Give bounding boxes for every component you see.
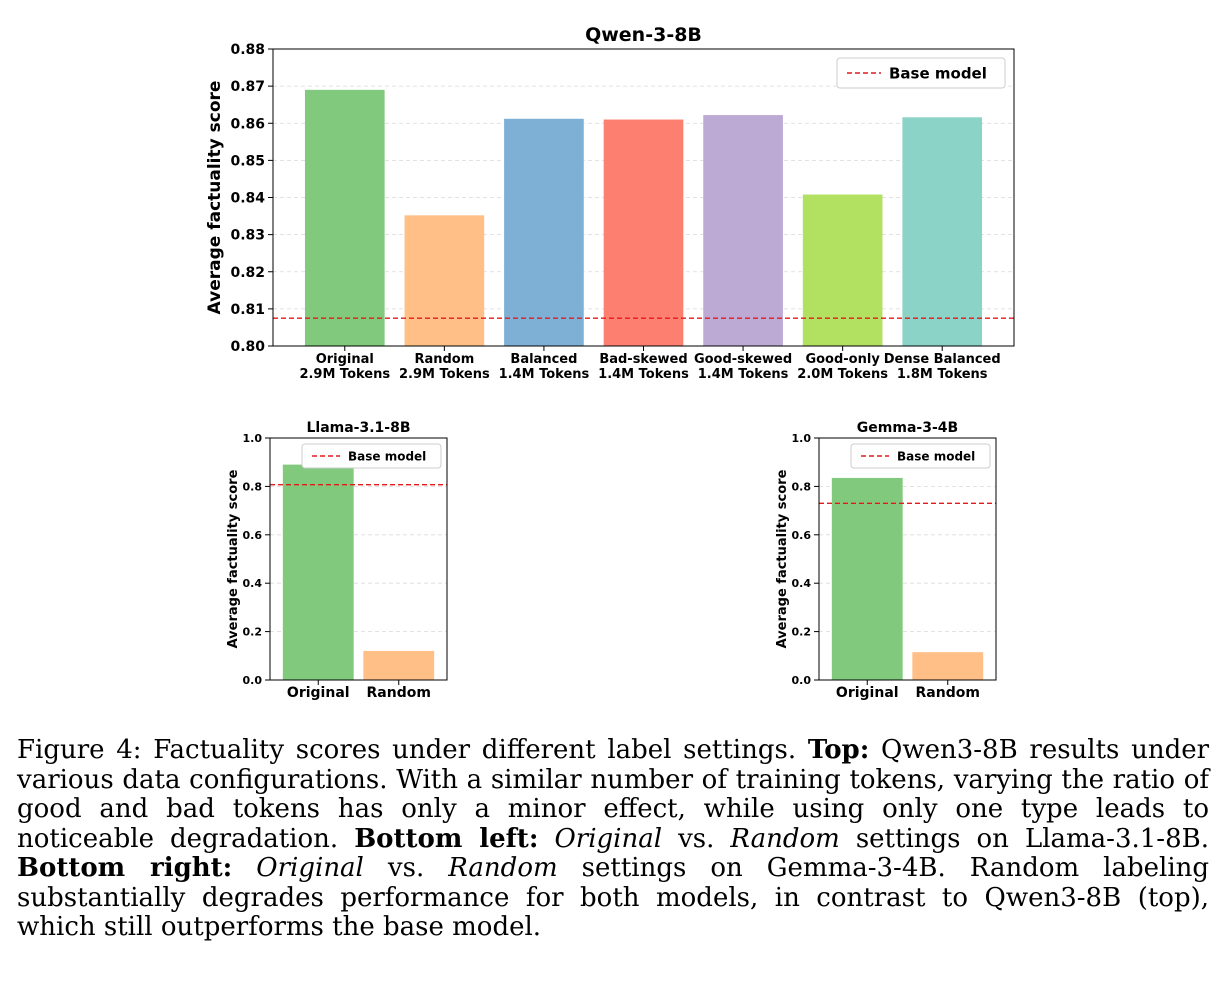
y-axis-label: Average factuality score <box>226 469 241 648</box>
x-tick-label: 1.8M Tokens <box>897 367 988 382</box>
x-tick-label: Dense Balanced <box>884 352 1001 367</box>
y-tick-label: 0.81 <box>230 302 265 318</box>
chart-title: Llama-3.1-8B <box>306 420 410 436</box>
y-tick-label: 0.8 <box>243 480 263 493</box>
x-tick-label: 1.4M Tokens <box>499 367 590 382</box>
caption-vs: vs. <box>678 823 715 854</box>
x-tick-label: Bad-skewed <box>599 352 687 367</box>
legend-label: Base model <box>897 449 975 463</box>
bar <box>802 194 883 346</box>
y-tick-label: 0.4 <box>243 577 263 590</box>
x-tick-label: Balanced <box>510 352 577 367</box>
bar <box>912 652 984 680</box>
bar <box>404 215 485 346</box>
caption-top-label: Top: <box>807 735 870 765</box>
y-tick-label: 0.4 <box>792 577 812 590</box>
x-tick-label: Original <box>316 352 374 367</box>
axes-frame <box>272 48 1015 347</box>
y-tick-label: 1.0 <box>792 432 812 445</box>
y-tick-label: 0.8 <box>792 480 812 493</box>
x-tick-label: 1.4M Tokens <box>598 367 689 382</box>
x-tick-label: Random <box>367 685 431 701</box>
caption-bottom-right-text: settings on Gemma-3-4B. Random labeling … <box>17 853 1210 942</box>
caption-bottom-right-label: Bottom right: <box>17 853 233 883</box>
caption-figure-label: Figure 4: <box>17 735 142 765</box>
caption-bottom-left-text: settings on Llama-3.1-8B. <box>855 823 1210 854</box>
axes-frame <box>269 437 448 681</box>
x-tick-label: 2.9M Tokens <box>399 367 490 382</box>
y-tick-label: 0.82 <box>230 265 265 281</box>
y-tick-label: 0.84 <box>230 191 265 207</box>
y-tick-label: 0.88 <box>230 42 265 58</box>
figure-charts: 0.80 0.81 0.82 0.83 0.84 0.85 0.86 0.87 0.88 Orig… <box>205 24 1015 701</box>
caption-random-word: Random <box>448 853 558 883</box>
legend: Base model <box>850 443 991 469</box>
x-tick-label: Good-only <box>805 352 880 367</box>
y-tick-label: 0.0 <box>792 674 812 687</box>
bar <box>902 117 983 346</box>
x-tick-label: 2.0M Tokens <box>797 367 888 382</box>
caption-top-text: Qwen3-8B results under various data conf… <box>17 735 1210 854</box>
caption-vs: vs. <box>387 853 425 883</box>
x-tick-label: Random <box>414 352 474 367</box>
y-axis-label: Average factuality score <box>775 469 790 648</box>
bar <box>603 119 684 346</box>
caption-original-word: Original <box>554 823 663 854</box>
figure-caption: Figure 4: Factuality scores under differ… <box>17 735 1210 943</box>
x-tick-label: 1.4M Tokens <box>698 367 789 382</box>
y-tick-label: 0.2 <box>792 626 812 639</box>
chart-title: Qwen-3-8B <box>585 24 702 46</box>
x-tick-label: Original <box>836 685 899 701</box>
y-tick-label: 0.83 <box>230 228 265 244</box>
y-tick-label: 0.87 <box>230 79 265 95</box>
legend-box <box>850 443 991 469</box>
axes-frame <box>818 437 997 681</box>
chart-qwen-3-8b: 0.80 0.81 0.82 0.83 0.84 0.85 0.86 0.87 0.88 Orig… <box>205 24 1015 382</box>
chart-llama-3-1-8b: 0.0 0.2 0.4 0.6 0.8 1.0 Original Random Llama-3.… <box>226 420 448 701</box>
legend-label: Base model <box>348 449 426 463</box>
y-tick-label: 0.85 <box>230 153 265 169</box>
x-tick-label: Good-skewed <box>694 352 792 367</box>
legend: Base model <box>836 57 1006 89</box>
caption-original-word: Original <box>256 853 364 883</box>
caption-bottom-left-label: Bottom left: <box>354 823 539 854</box>
y-tick-label: 1.0 <box>243 432 263 445</box>
caption-intro: Factuality scores under different label … <box>153 735 797 765</box>
legend: Base model <box>301 443 442 469</box>
chart-title: Gemma-3-4B <box>857 420 958 436</box>
y-tick-label: 0.0 <box>243 674 263 687</box>
legend-box <box>836 57 1006 89</box>
x-tick-label: Random <box>916 685 980 701</box>
bar <box>304 89 385 347</box>
y-tick-label: 0.80 <box>230 339 265 355</box>
y-axis-label: Average factuality score <box>205 81 225 315</box>
legend-label: Base model <box>889 64 987 82</box>
x-tick-label: Original <box>287 685 350 701</box>
y-tick-label: 0.6 <box>243 529 263 542</box>
y-tick-label: 0.86 <box>230 116 265 132</box>
x-tick-label: 2.9M Tokens <box>299 367 390 382</box>
y-tick-label: 0.6 <box>792 529 812 542</box>
bar <box>831 477 903 680</box>
bar <box>282 464 354 680</box>
legend-box <box>301 443 442 469</box>
caption-random-word: Random <box>730 823 840 854</box>
chart-gemma-3-4b: 0.0 0.2 0.4 0.6 0.8 1.0 Original Random Gemma-3-… <box>775 420 997 701</box>
bar <box>363 650 435 680</box>
y-tick-label: 0.2 <box>243 626 263 639</box>
bar <box>504 118 584 346</box>
bar <box>703 115 783 347</box>
